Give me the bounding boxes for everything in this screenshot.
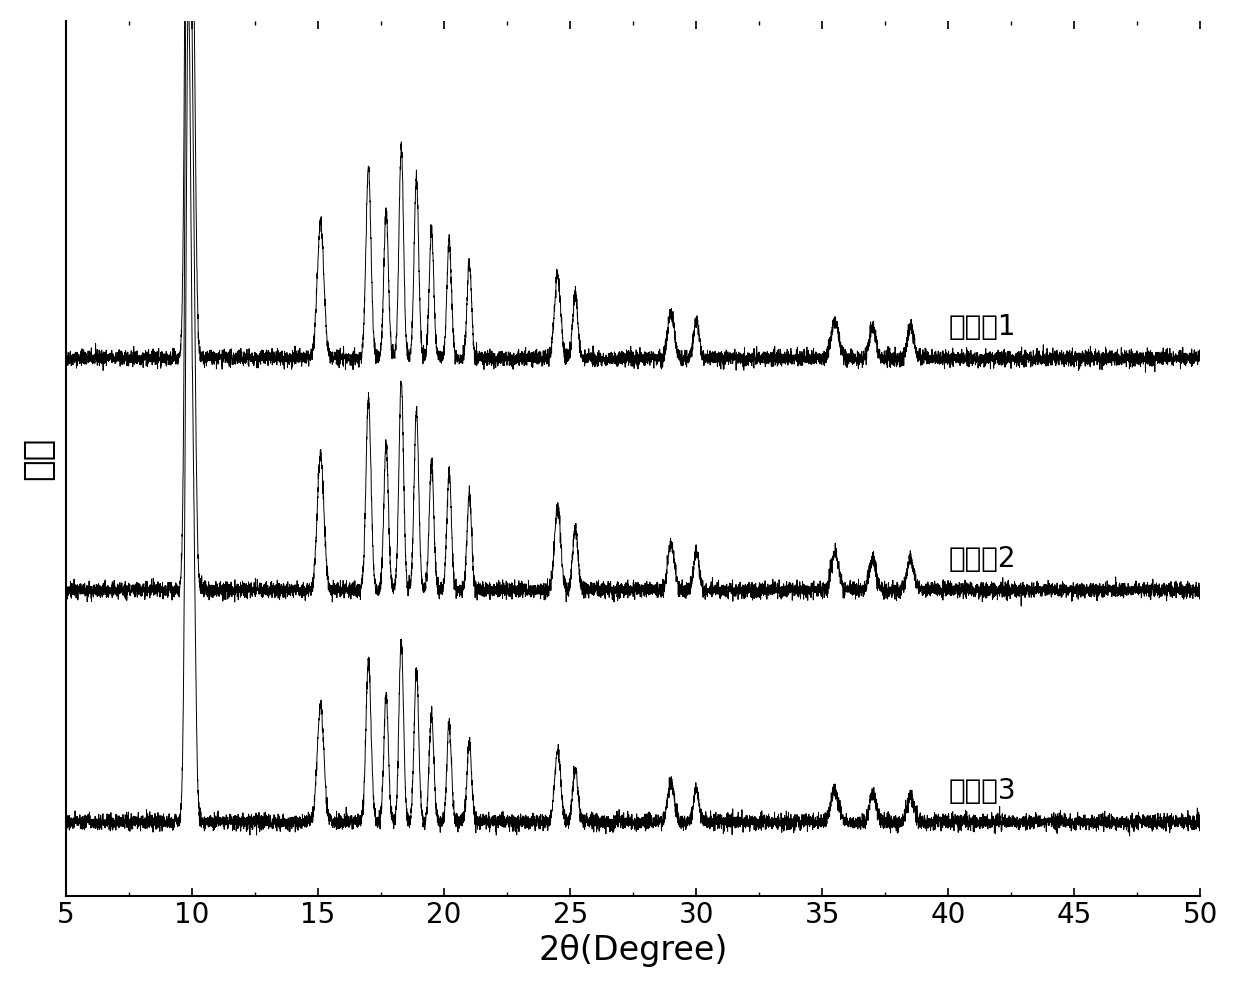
Text: 实施例2: 实施例2	[948, 545, 1016, 573]
Text: 实施例1: 实施例1	[948, 313, 1016, 341]
X-axis label: 2θ(Degree): 2θ(Degree)	[539, 935, 727, 967]
Y-axis label: 强度: 强度	[21, 437, 55, 480]
Text: 实施例3: 实施例3	[948, 778, 1016, 805]
